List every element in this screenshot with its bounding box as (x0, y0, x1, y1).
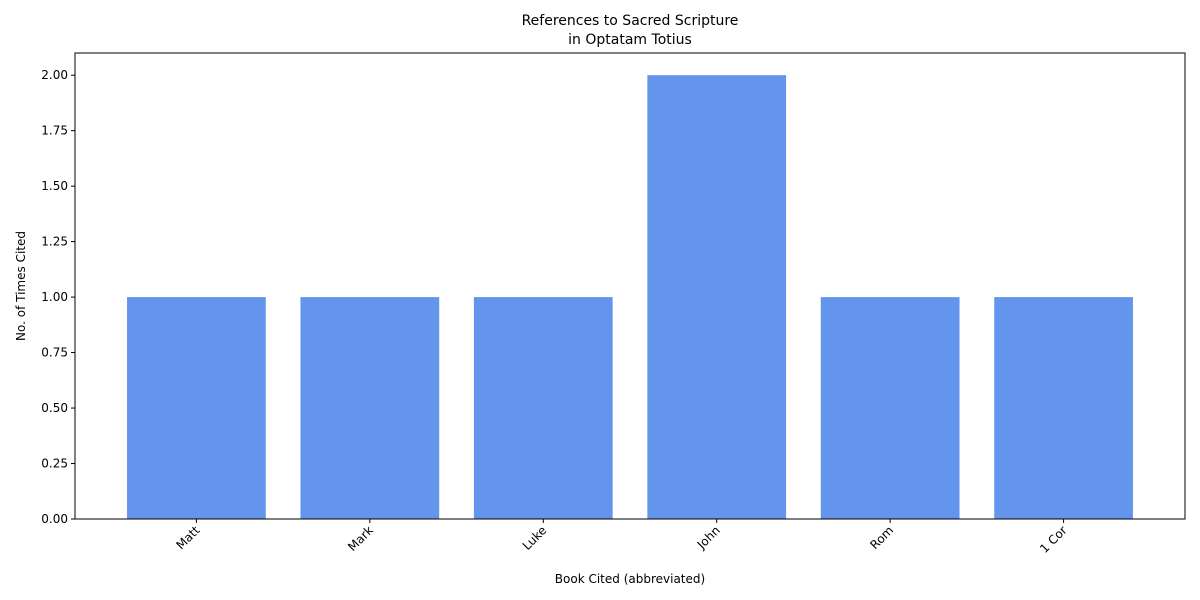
y-tick-label: 0.50 (41, 401, 68, 415)
x-tick-label: John (694, 523, 723, 552)
y-tick-label: 1.75 (41, 124, 68, 138)
x-tick-label: Matt (173, 523, 202, 552)
bar-rom (820, 297, 960, 519)
x-tick-label: Luke (520, 523, 550, 553)
y-tick-label: 1.50 (41, 179, 68, 193)
y-tick-label: 2.00 (41, 68, 68, 82)
bar-mark (300, 297, 440, 519)
y-axis: 0.00 0.25 0.50 0.75 1.00 1.25 1.50 1.75 2.00 (41, 68, 75, 526)
y-tick-label: 0.25 (41, 457, 68, 471)
chart-title-line-1: References to Sacred Scripture (522, 13, 739, 29)
chart-title-line-2: in Optatam Totius (568, 32, 692, 48)
bar-john (647, 75, 787, 519)
x-axis: Matt Mark Luke John Rom 1 Cor (173, 519, 1070, 556)
y-tick-label: 1.25 (41, 235, 68, 249)
bar-1-cor (994, 297, 1133, 519)
plot-frame (74, 52, 1186, 520)
y-tick-label: 0.00 (41, 512, 68, 526)
x-tick-label: Mark (345, 523, 376, 554)
x-axis-label: Book Cited (abbreviated) (555, 572, 705, 586)
y-tick-label: 1.00 (41, 290, 68, 304)
bars-group (127, 75, 1133, 519)
bar-luke (473, 297, 613, 519)
y-tick-label: 0.75 (41, 346, 68, 360)
x-tick-label: Rom (867, 523, 896, 552)
x-tick-label: 1 Cor (1037, 523, 1070, 556)
bar-matt (127, 297, 266, 519)
y-axis-label: No. of Times Cited (14, 231, 28, 341)
